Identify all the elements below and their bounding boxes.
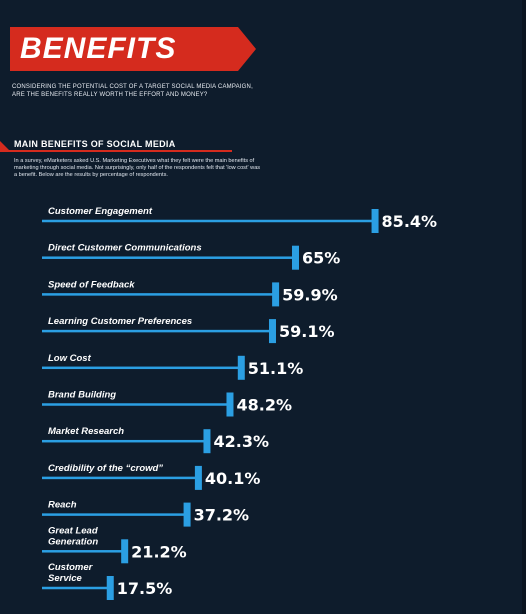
value-label: 40.1% <box>205 469 261 488</box>
bar-end-marker <box>121 539 129 564</box>
bar <box>42 586 111 590</box>
value-label: 65% <box>302 249 340 268</box>
bar-end-marker <box>237 355 245 380</box>
bar <box>42 329 273 333</box>
value-label: 48.2% <box>236 396 292 415</box>
value-label: 37.2% <box>194 506 250 525</box>
section-marker <box>0 141 10 151</box>
bar <box>42 550 125 553</box>
bar <box>42 476 199 480</box>
value-label: 17.5% <box>117 579 173 598</box>
bar-end-marker <box>292 245 299 270</box>
bar-label: Speed of Feedback <box>48 279 135 290</box>
section-divider <box>0 150 232 152</box>
bar <box>42 513 188 516</box>
bar-label: Great Lead Generation <box>48 525 98 547</box>
bar-label: Customer Engagement <box>48 206 153 217</box>
bar-label: Customer Service <box>48 562 94 584</box>
title-banner <box>10 27 256 71</box>
value-label: 42.3% <box>213 432 269 451</box>
intro-text: CONSIDERING THE POTENTIAL COST OF A TARG… <box>12 84 253 98</box>
bar-label: Credibility of the “crowd” <box>48 463 163 474</box>
value-label: 59.1% <box>279 322 335 341</box>
value-label: 85.4% <box>382 212 438 231</box>
bar-end-marker <box>194 465 202 490</box>
bar-end-marker <box>272 282 280 307</box>
bar <box>42 256 296 259</box>
value-label: 59.9% <box>282 285 338 304</box>
bar-end-marker <box>371 209 379 233</box>
bar-label: Direct Customer Communications <box>48 243 202 254</box>
bar-end-marker <box>268 319 276 344</box>
bar-end-marker <box>183 502 191 527</box>
bar-end-marker <box>106 576 114 600</box>
section-description: In a survey, eMarketers asked U.S. Marke… <box>14 158 261 178</box>
bar <box>42 439 207 443</box>
bar-label: Low Cost <box>48 353 92 364</box>
bar-label: Reach <box>48 500 77 511</box>
bar-end-marker <box>226 392 234 417</box>
bar-label: Brand Building <box>48 390 116 401</box>
bar <box>42 219 376 223</box>
bar <box>42 366 242 370</box>
value-label: 21.2% <box>131 542 187 561</box>
page-title: BENEFITS <box>20 32 177 65</box>
bar <box>42 293 276 296</box>
section-title: MAIN BENEFITS OF SOCIAL MEDIA <box>14 139 176 149</box>
bar-label: Learning Customer Preferences <box>48 316 192 327</box>
bar-end-marker <box>203 429 211 454</box>
bar-label: Market Research <box>48 426 124 437</box>
value-label: 51.1% <box>248 359 304 378</box>
bar <box>42 403 230 406</box>
